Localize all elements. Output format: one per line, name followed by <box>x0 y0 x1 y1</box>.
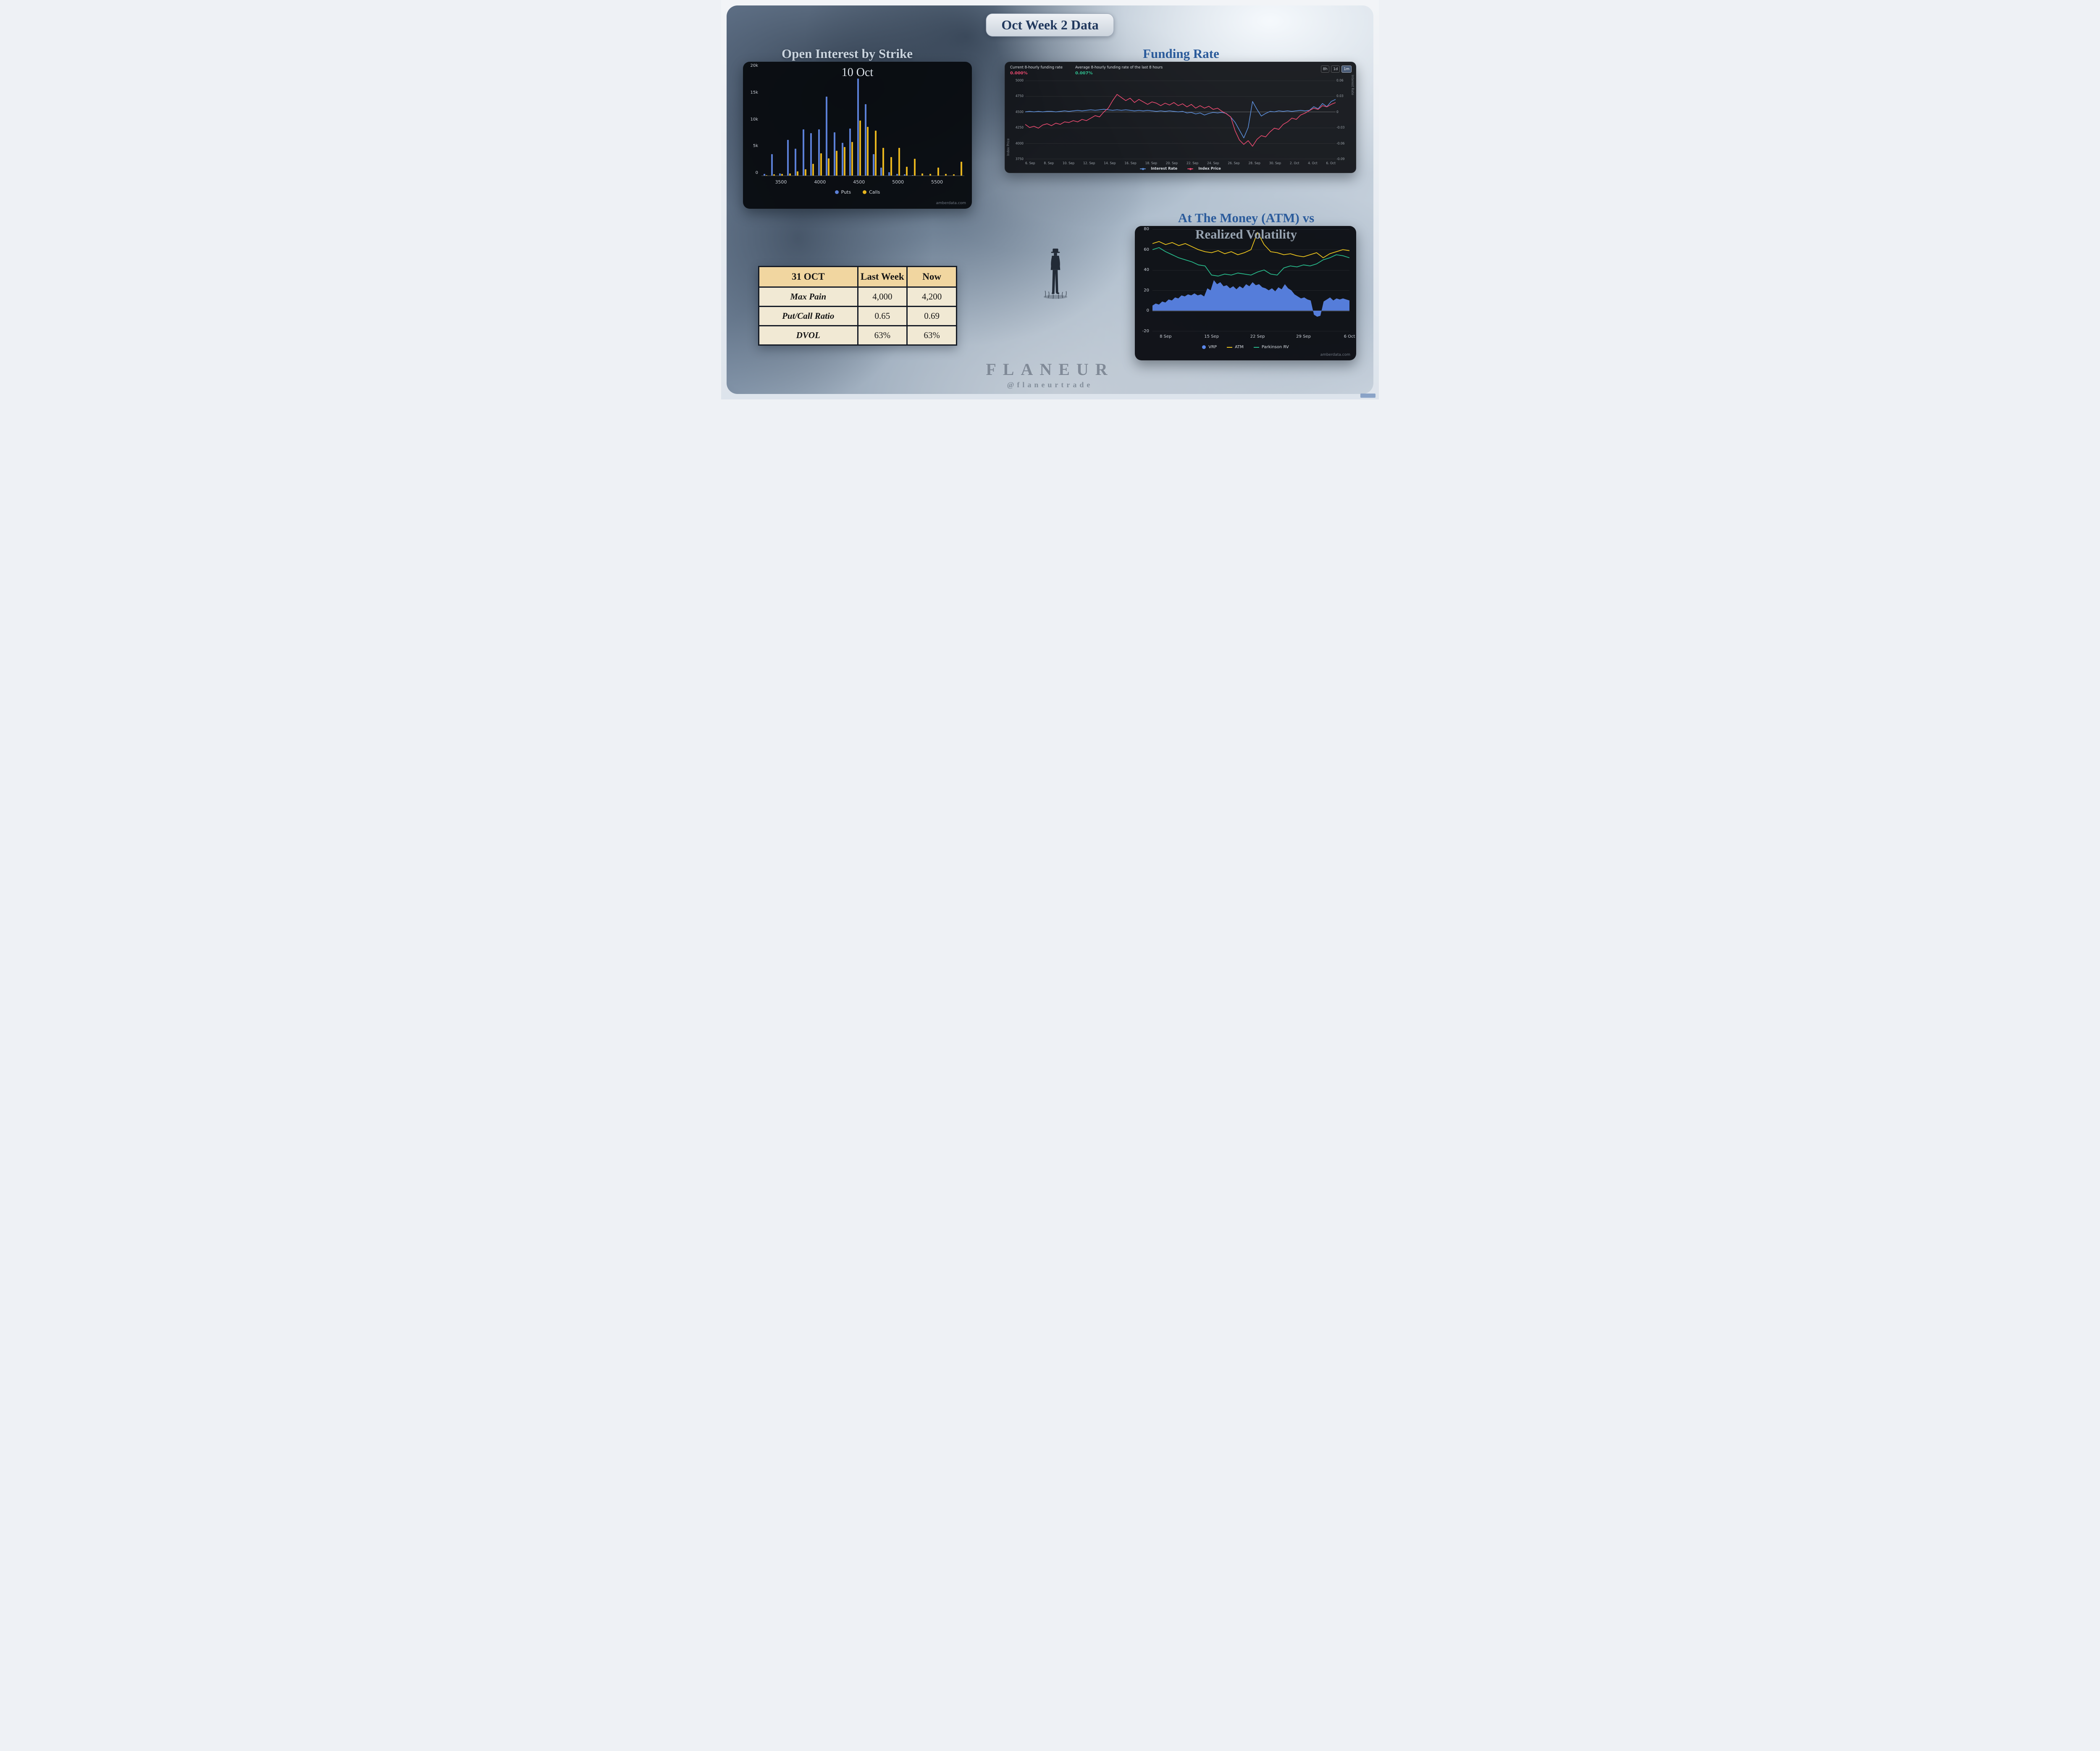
legend-item-calls: Calls <box>863 189 880 195</box>
table-row-put-call: Put/Call Ratio 0.65 0.69 <box>758 306 957 326</box>
vrp-color-dot <box>1202 345 1206 349</box>
legend-item-puts: Puts <box>835 189 851 195</box>
funding-rate-panel: Current 8-hourly funding rate 0.000% Ave… <box>1005 62 1356 173</box>
table-header-now: Now <box>906 266 957 288</box>
atm-plot <box>1152 229 1349 331</box>
amberdata-watermark: amberdata.com <box>1320 353 1350 357</box>
atm-heading-line1: At The Money (ATM) vs <box>1178 210 1315 225</box>
funding-legend: Interest Rate Index Price <box>1005 167 1356 171</box>
atm-series <box>1152 229 1349 317</box>
interest-rate-marker <box>1140 168 1146 170</box>
funding-x-axis: 6. Sep 8. Sep 10. Sep 12. Sep 14. Sep 16. Sep… <box>1025 161 1336 165</box>
open-interest-x-axis: 3500 4000 4500 5000 5500 <box>775 179 943 185</box>
open-interest-heading: Open Interest by Strike <box>781 46 913 61</box>
atm-heading-line2: Realized Volatility <box>1195 227 1297 242</box>
person-silhouette <box>1043 248 1068 299</box>
timeframe-1m-button[interactable]: 1m <box>1341 66 1352 73</box>
average-funding-label: Average 8-hourly funding rate of the las… <box>1075 66 1163 70</box>
funding-plot <box>1025 81 1336 159</box>
row-label-max-pain: Max Pain <box>758 286 858 307</box>
open-interest-bars <box>761 68 964 176</box>
current-funding-stat: Current 8-hourly funding rate 0.000% <box>1010 66 1063 76</box>
open-interest-legend: Puts Calls <box>743 189 972 195</box>
row-label-dvol: DVOL <box>758 325 858 346</box>
right-axis-title: Interest Rate <box>1351 75 1354 95</box>
atm-volatility-panel: 80 60 40 20 0 -20 8 Sep 15 Sep 22 Sep 29 Sep 6 Oc… <box>1135 226 1356 360</box>
open-interest-plot <box>761 68 964 176</box>
legend-label-vrp: VRP <box>1208 345 1217 349</box>
table-row-dvol: DVOL 63% 63% <box>758 325 957 346</box>
legend-item-parkinson: Parkinson RV <box>1253 345 1289 349</box>
put-call-last-week: 0.65 <box>857 306 908 326</box>
social-handle: @flaneurtrade <box>1007 381 1093 389</box>
put-call-now: 0.69 <box>906 306 957 326</box>
index-price-axis: 5000 4750 4500 4250 4000 3750 <box>1015 79 1024 161</box>
atm-y-axis: 80 60 40 20 0 -20 <box>1142 227 1149 333</box>
funding-rate-heading: Funding Rate <box>1143 46 1219 61</box>
funding-lines <box>1025 81 1336 159</box>
atm-legend: VRP ATM Parkinson RV <box>1135 345 1356 349</box>
puts-color-dot <box>835 190 839 194</box>
dvol-now: 63% <box>906 325 957 346</box>
current-funding-label: Current 8-hourly funding rate <box>1010 66 1063 70</box>
page-title: Oct Week 2 Data <box>986 13 1114 37</box>
open-interest-y-axis: 20k 15k 10k 5k 0 <box>750 63 758 175</box>
average-funding-stat: Average 8-hourly funding rate of the las… <box>1075 66 1163 76</box>
max-pain-now: 4,200 <box>906 286 957 307</box>
timeframe-8h-button[interactable]: 8h <box>1320 66 1330 73</box>
infographic-stage: Oct Week 2 Data Open Interest by Strike … <box>721 0 1379 399</box>
funding-gridlines <box>1025 81 1336 159</box>
legend-label-interest-rate: Interest Rate <box>1151 167 1178 171</box>
left-axis-title: Index Price <box>1006 138 1010 156</box>
legend-label-index-price: Index Price <box>1198 167 1221 171</box>
atm-color-line <box>1227 347 1233 348</box>
parkinson-color-line <box>1253 347 1259 348</box>
legend-label-atm: ATM <box>1235 345 1244 349</box>
current-funding-value: 0.000% <box>1010 71 1028 76</box>
funding-stats: Current 8-hourly funding rate 0.000% Ave… <box>1010 66 1163 76</box>
oct31-stats-table: 31 OCT Last Week Now Max Pain 4,000 4,20… <box>758 266 957 346</box>
calls-color-dot <box>863 190 867 194</box>
legend-label-calls: Calls <box>869 189 880 195</box>
table-header-row: 31 OCT Last Week Now <box>758 266 957 288</box>
brand-watermark: FLANEUR <box>986 360 1114 379</box>
table-row-max-pain: Max Pain 4,000 4,200 <box>758 286 957 307</box>
table-header-lastweek: Last Week <box>857 266 908 288</box>
interest-rate-axis: 0.06 0.03 0 -0.03 -0.06 -0.09 <box>1336 79 1345 161</box>
legend-item-atm: ATM <box>1227 345 1244 349</box>
timeframe-buttons: 8h 1d 1m <box>1320 66 1352 73</box>
average-funding-value: 0.007% <box>1075 71 1093 76</box>
dvol-last-week: 63% <box>857 325 908 346</box>
timeframe-1d-button[interactable]: 1d <box>1331 66 1340 73</box>
atm-x-axis: 8 Sep 15 Sep 22 Sep 29 Sep 6 Oct <box>1160 334 1355 339</box>
table-header-date: 31 OCT <box>758 266 858 288</box>
row-label-put-call: Put/Call Ratio <box>758 306 858 326</box>
legend-item-vrp: VRP <box>1202 345 1217 349</box>
index-price-marker <box>1187 168 1194 170</box>
legend-item-index-price: Index Price <box>1187 167 1221 171</box>
legend-label-parkinson: Parkinson RV <box>1261 345 1289 349</box>
amberdata-watermark: amberdata.com <box>936 201 966 205</box>
legend-label-puts: Puts <box>841 189 851 195</box>
legend-item-interest-rate: Interest Rate <box>1140 167 1177 171</box>
max-pain-last-week: 4,000 <box>857 286 908 307</box>
corner-watermark <box>1360 394 1376 398</box>
open-interest-date-subtitle: 10 Oct <box>841 66 874 79</box>
open-interest-panel: 10 Oct 20k 15k 10k 5k 0 3500 4000 4500 5000 5500… <box>743 62 972 209</box>
